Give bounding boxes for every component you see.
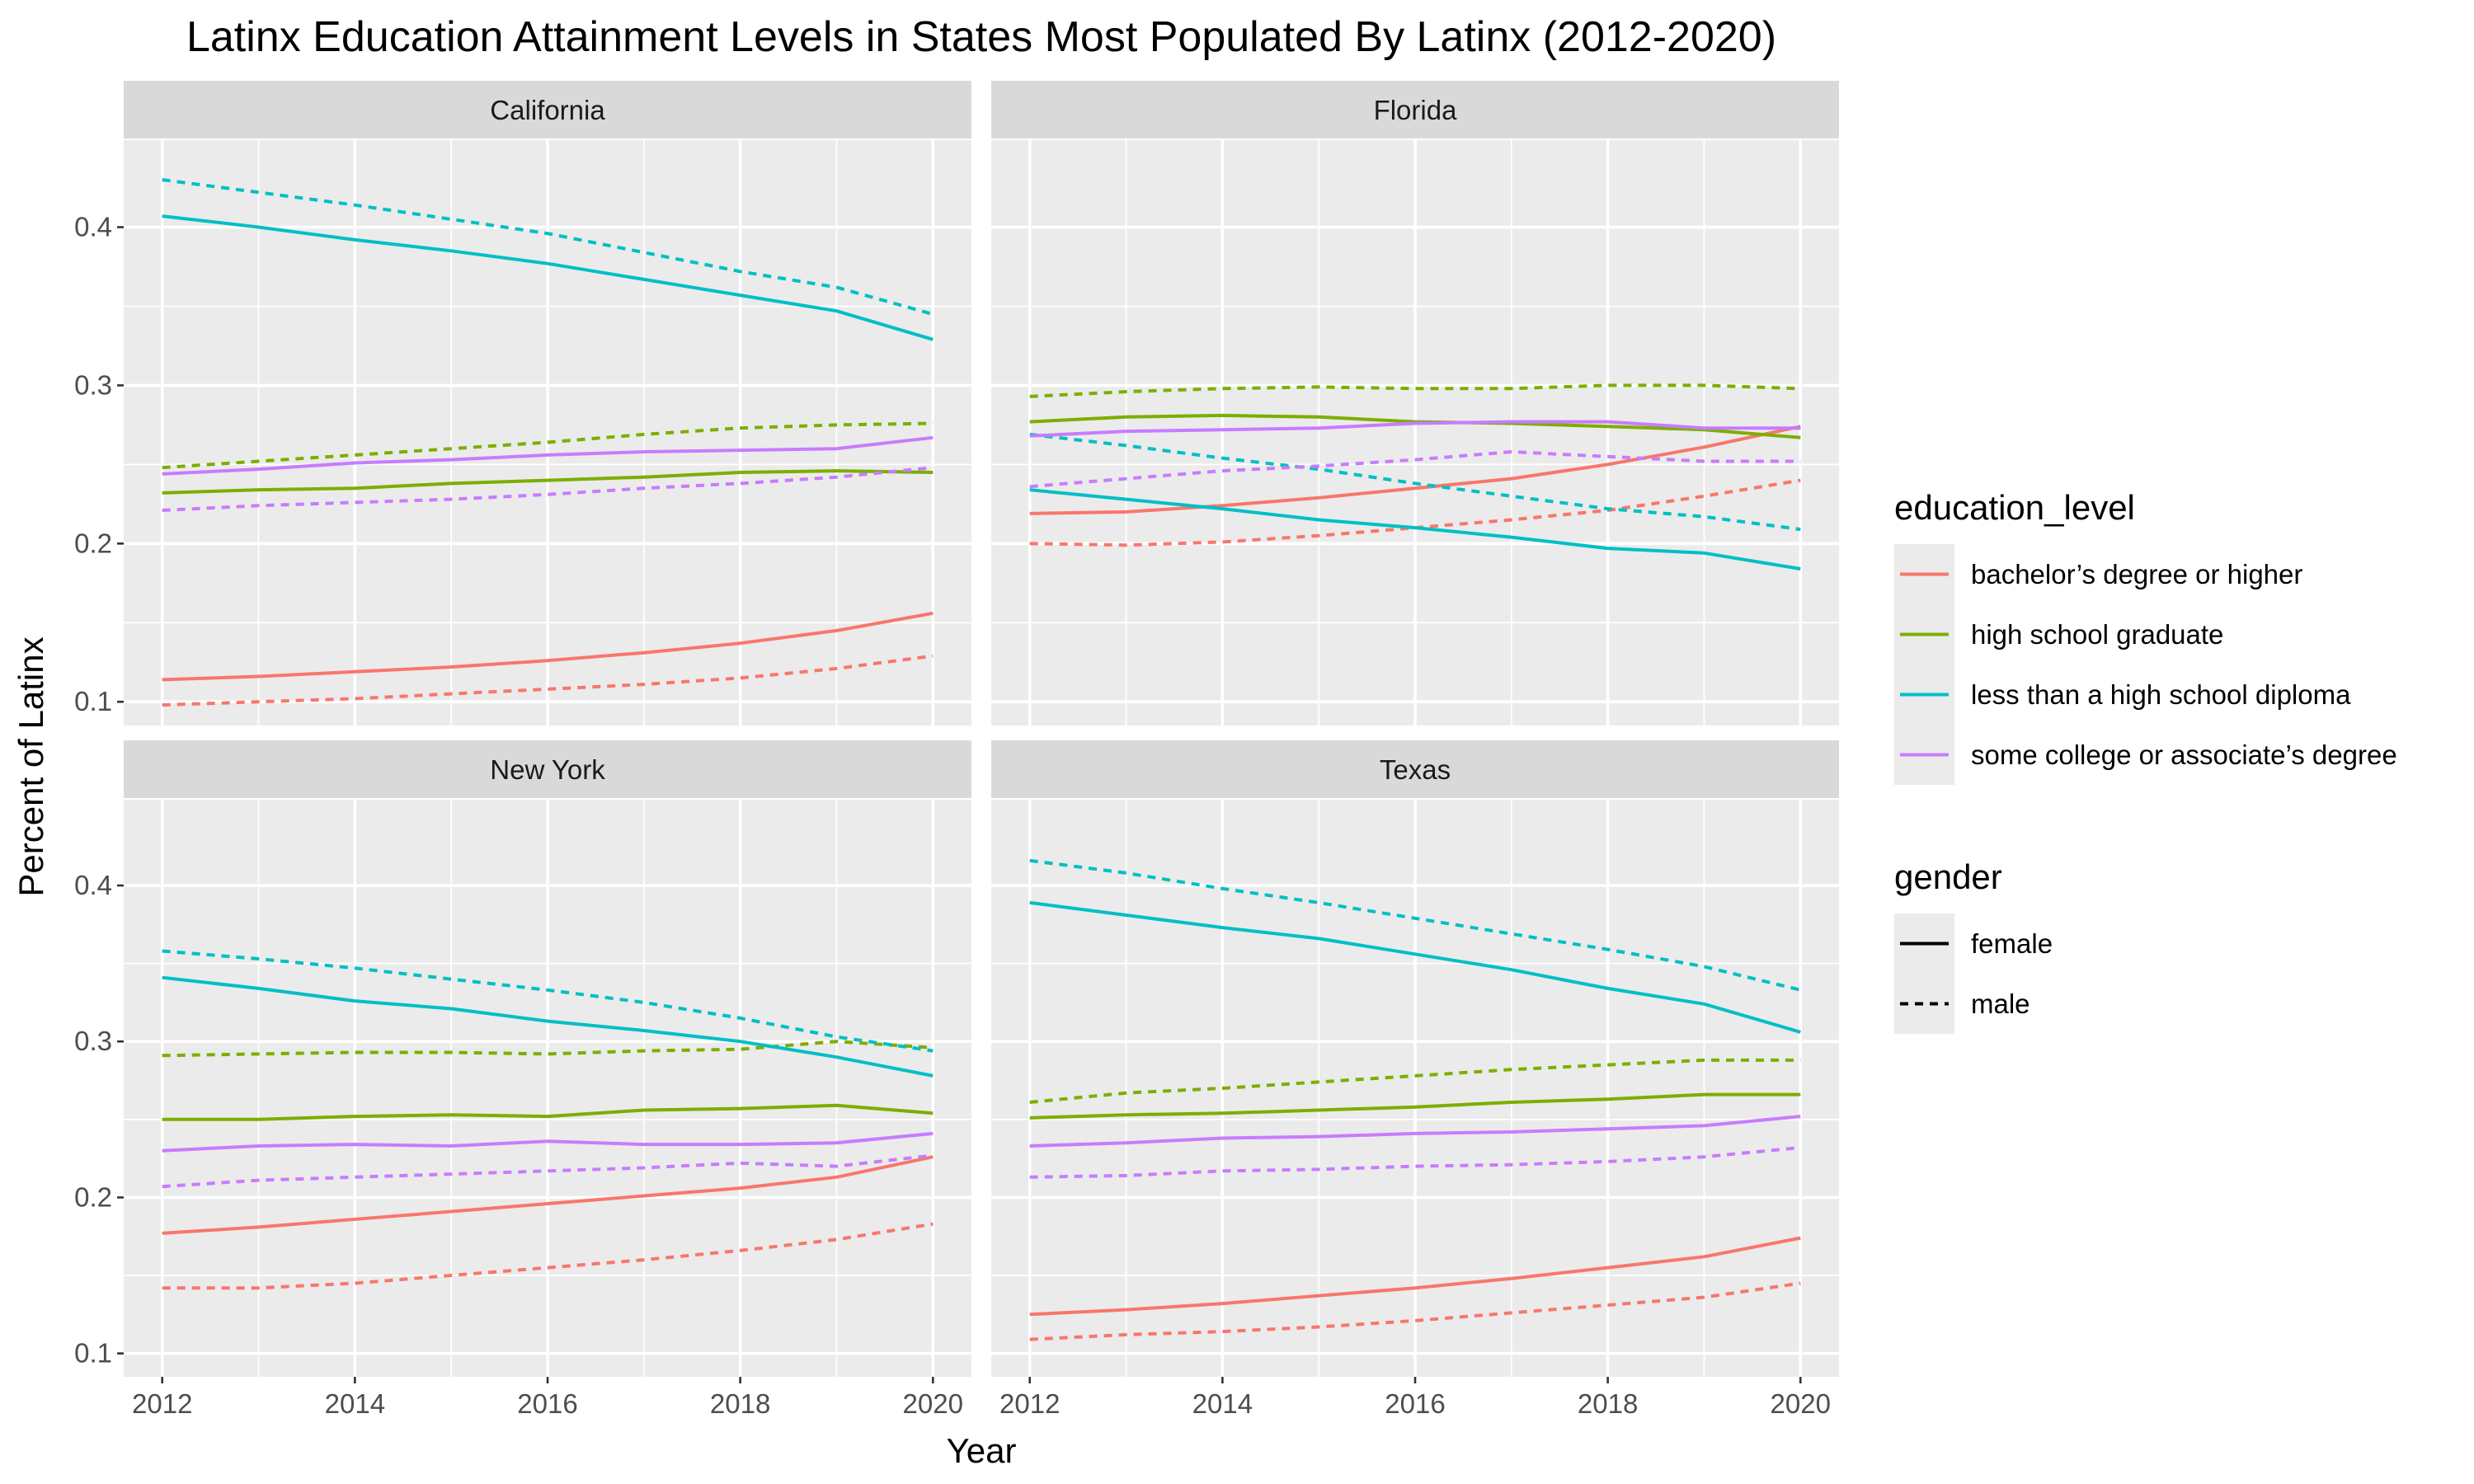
facet-strip-texas [991,740,1839,798]
y-tick-label: 0.1 [74,686,112,716]
legend-linetype-keys: female male [1894,913,2053,1034]
series-line-california-less-than-a-high-school-diploma-female [162,214,934,341]
legend-item-female: female [1894,913,2053,974]
series-line-texas-high-school-graduate-female [1029,1092,1801,1120]
y-tick-label: 0.4 [74,212,112,242]
legend-item-high-school-graduate: high school graduate [1894,604,2223,665]
x-tick-label: 2012 [999,1388,1060,1419]
series-line-california-bachelor-s-degree-or-higher-male [162,654,934,707]
legend-label: less than a high school diploma [1971,679,2351,710]
series-line-new-york-bachelor-s-degree-or-higher-male [162,1222,934,1290]
series-line-texas-high-school-graduate-male [1029,1058,1801,1104]
legend-label: male [1971,989,2030,1019]
series-line-florida-less-than-a-high-school-diploma-female [1029,488,1801,571]
y-tick-label: 0.1 [74,1338,112,1369]
facet-california: California 0.1 0.2 0.3 0.4 [74,81,971,726]
facet-panels: California 0.1 0.2 0.3 0.4 Florida New York 0.1… [74,81,1839,1419]
series-line-texas-bachelor-s-degree-or-higher-female [1029,1236,1801,1317]
series-line-texas-less-than-a-high-school-diploma-male [1029,858,1801,992]
x-tick-label: 2014 [1192,1388,1253,1419]
legend-linetype-title: gender [1894,857,2002,896]
facet-strip-california [124,81,971,139]
x-tick-label: 2018 [710,1388,770,1419]
y-axis-title: Percent of Latinx [12,636,50,896]
legend-label: high school graduate [1971,619,2223,650]
series-line-texas-some-college-or-associate-s-degree-female [1029,1115,1801,1148]
series-line-california-some-college-or-associate-s-degree-male [162,466,934,512]
series-line-new-york-less-than-a-high-school-diploma-male [162,949,934,1053]
facet-texas: Texas 2012 2014 2016 2018 2020 [991,740,1839,1419]
x-tick-label: 2020 [903,1388,963,1419]
series-line-california-some-college-or-associate-s-degree-female [162,435,934,476]
series-line-florida-bachelor-s-degree-or-higher-female [1029,425,1801,515]
x-tick-label: 2016 [1385,1388,1445,1419]
series-line-texas-bachelor-s-degree-or-higher-male [1029,1281,1801,1341]
facet-new-york: New York 0.1 0.2 0.3 0.4 2012 2014 2016 2018 2020 [74,740,971,1419]
series-line-texas-some-college-or-associate-s-degree-male [1029,1145,1801,1179]
series-line-florida-high-school-graduate-male [1029,383,1801,398]
series-line-new-york-some-college-or-associate-s-degree-female [162,1131,934,1153]
y-tick-label: 0.3 [74,1026,112,1056]
legend-item-male: male [1894,974,2030,1034]
series-line-florida-less-than-a-high-school-diploma-male [1029,432,1801,532]
series-line-california-less-than-a-high-school-diploma-male [162,178,934,317]
x-tick-label: 2012 [132,1388,192,1419]
legend-color-keys: bachelor’s degree or higher high school g… [1894,544,2397,785]
legend-label: female [1971,928,2053,959]
series-line-new-york-some-college-or-associate-s-degree-male [162,1153,934,1189]
legend-item-bachelor-s-degree-or-higher: bachelor’s degree or higher [1894,544,2302,604]
facet-strip-florida [991,81,1839,139]
x-axis-title: Year [947,1431,1017,1470]
series-line-texas-less-than-a-high-school-diploma-female [1029,900,1801,1034]
series-line-new-york-bachelor-s-degree-or-higher-female [162,1155,934,1235]
x-tick-label: 2016 [517,1388,577,1419]
series-line-florida-some-college-or-associate-s-degree-male [1029,450,1801,489]
x-tick-label: 2014 [325,1388,385,1419]
series-line-california-high-school-graduate-female [162,469,934,495]
legend-label: some college or associate’s degree [1971,740,2397,770]
facet-strip-label-california: California [490,95,605,125]
series-line-california-high-school-graduate-male [162,421,934,470]
legend-label: bachelor’s degree or higher [1971,559,2302,589]
legend-color-title: education_level [1894,488,2135,527]
legend-item-some-college-or-associate-s-degree: some college or associate’s degree [1894,725,2397,785]
chart-title: Latinx Education Attainment Levels in St… [186,13,1776,61]
series-line-california-bachelor-s-degree-or-higher-female [162,611,934,682]
series-line-new-york-less-than-a-high-school-diploma-female [162,975,934,1078]
series-line-new-york-high-school-graduate-female [162,1103,934,1121]
legend: education_level bachelor’s degree or hig… [1894,488,2397,1034]
y-tick-label: 0.2 [74,528,112,558]
facet-strip-new-york [124,740,971,798]
y-tick-label: 0.4 [74,870,112,900]
x-tick-label: 2020 [1771,1388,1831,1419]
facet-florida: Florida [991,81,1839,726]
facet-strip-label-florida: Florida [1374,95,1458,125]
facet-strip-label-texas: Texas [1380,754,1451,785]
legend-item-less-than-a-high-school-diploma: less than a high school diploma [1894,665,2351,725]
y-tick-label: 0.2 [74,1181,112,1212]
x-tick-label: 2018 [1578,1388,1638,1419]
facet-strip-label-new-york: New York [490,754,605,785]
series-line-new-york-high-school-graduate-male [162,1040,934,1058]
y-tick-label: 0.3 [74,369,112,400]
series-line-florida-some-college-or-associate-s-degree-female [1029,420,1801,438]
